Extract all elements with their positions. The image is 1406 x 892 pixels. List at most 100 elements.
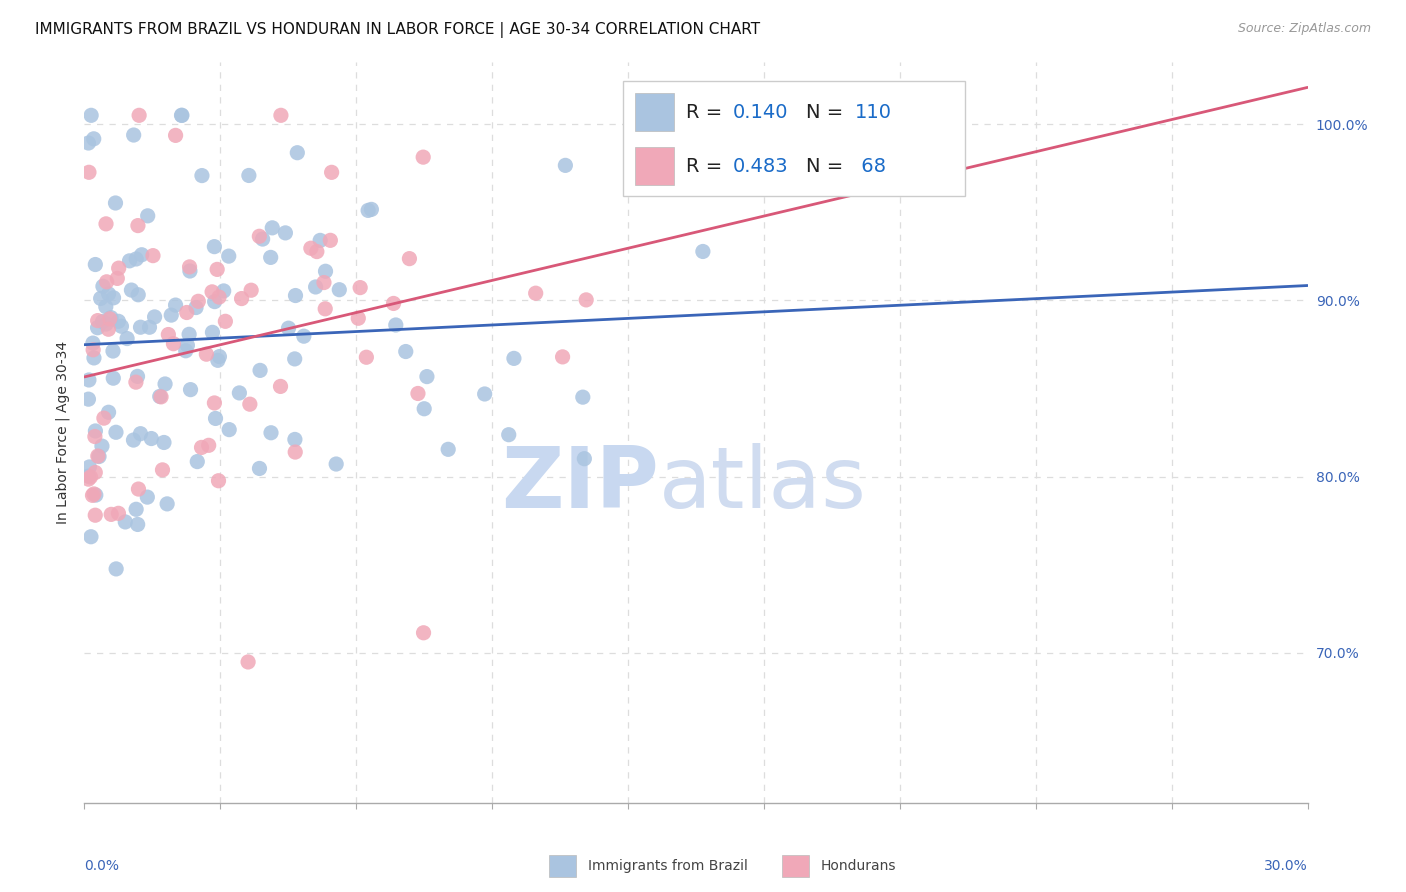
Point — [156, 497, 179, 511]
Point — [284, 351, 307, 366]
Point — [325, 457, 347, 471]
Point — [314, 301, 336, 316]
Point — [129, 320, 152, 334]
Point — [186, 454, 208, 468]
Point — [179, 260, 201, 274]
Point — [191, 169, 214, 183]
FancyBboxPatch shape — [636, 93, 673, 131]
Point — [90, 292, 112, 306]
Point — [260, 425, 283, 440]
Point — [98, 311, 121, 326]
Point — [83, 487, 105, 501]
Text: N =: N = — [806, 103, 849, 121]
Point — [208, 290, 231, 304]
Point — [128, 108, 150, 122]
FancyBboxPatch shape — [782, 855, 808, 877]
Point — [170, 108, 193, 122]
Point — [136, 490, 159, 504]
Point — [474, 387, 496, 401]
Point — [101, 344, 124, 359]
Point — [249, 363, 271, 377]
Point — [231, 292, 253, 306]
Point — [284, 288, 307, 302]
Point — [104, 196, 127, 211]
Y-axis label: In Labor Force | Age 30-34: In Labor Force | Age 30-34 — [56, 341, 70, 524]
Point — [284, 445, 307, 459]
Point — [299, 241, 322, 255]
Point — [205, 262, 228, 277]
Point — [91, 279, 114, 293]
Point — [149, 389, 172, 403]
Point — [395, 344, 418, 359]
Point — [165, 298, 187, 312]
Point — [152, 463, 174, 477]
Text: Immigrants from Brazil: Immigrants from Brazil — [588, 859, 748, 872]
Point — [94, 317, 117, 331]
Point — [252, 232, 274, 246]
Point — [105, 562, 128, 576]
Point — [131, 248, 153, 262]
Point — [406, 386, 429, 401]
Point — [179, 327, 201, 342]
Point — [103, 291, 125, 305]
Point — [204, 294, 226, 309]
Point — [201, 326, 224, 340]
Point — [125, 502, 148, 516]
Point — [82, 488, 104, 502]
Point — [572, 390, 595, 404]
Point — [127, 219, 149, 233]
Point — [84, 488, 107, 502]
Point — [77, 472, 100, 486]
Point — [551, 350, 574, 364]
Point — [105, 271, 128, 285]
Point — [77, 469, 100, 483]
Point — [228, 385, 250, 400]
Point — [503, 351, 526, 366]
Point — [437, 442, 460, 457]
Point — [100, 310, 122, 325]
Point — [176, 338, 198, 352]
Point — [305, 244, 328, 259]
Point — [260, 251, 283, 265]
Point — [125, 252, 148, 266]
Point — [107, 506, 129, 520]
Point — [77, 165, 100, 179]
Point — [312, 276, 335, 290]
Point — [347, 311, 370, 326]
Point — [153, 435, 176, 450]
Point — [77, 373, 100, 387]
Point — [77, 392, 100, 406]
Text: Source: ZipAtlas.com: Source: ZipAtlas.com — [1237, 22, 1371, 36]
Point — [127, 369, 149, 384]
Point — [412, 625, 434, 640]
Point — [270, 379, 292, 393]
Point — [83, 132, 105, 146]
Point — [127, 482, 149, 496]
Point — [249, 461, 271, 475]
Point — [96, 275, 118, 289]
Point — [125, 375, 148, 389]
Text: Hondurans: Hondurans — [821, 859, 896, 872]
Point — [84, 424, 107, 438]
Point — [413, 401, 436, 416]
Point — [79, 459, 101, 474]
Point — [90, 439, 112, 453]
Point — [141, 432, 163, 446]
Point — [94, 217, 117, 231]
Point — [524, 286, 547, 301]
Point — [190, 441, 212, 455]
Point — [187, 294, 209, 309]
Point — [93, 411, 115, 425]
Point — [100, 508, 122, 522]
Text: R =: R = — [686, 103, 728, 121]
Point — [110, 319, 132, 334]
Point — [160, 308, 183, 322]
Point — [247, 229, 270, 244]
Point — [129, 426, 152, 441]
Point — [319, 233, 342, 247]
Point — [692, 244, 714, 259]
Point — [82, 336, 104, 351]
Text: 0.0%: 0.0% — [84, 859, 120, 873]
Point — [214, 314, 236, 328]
Point — [86, 320, 108, 334]
